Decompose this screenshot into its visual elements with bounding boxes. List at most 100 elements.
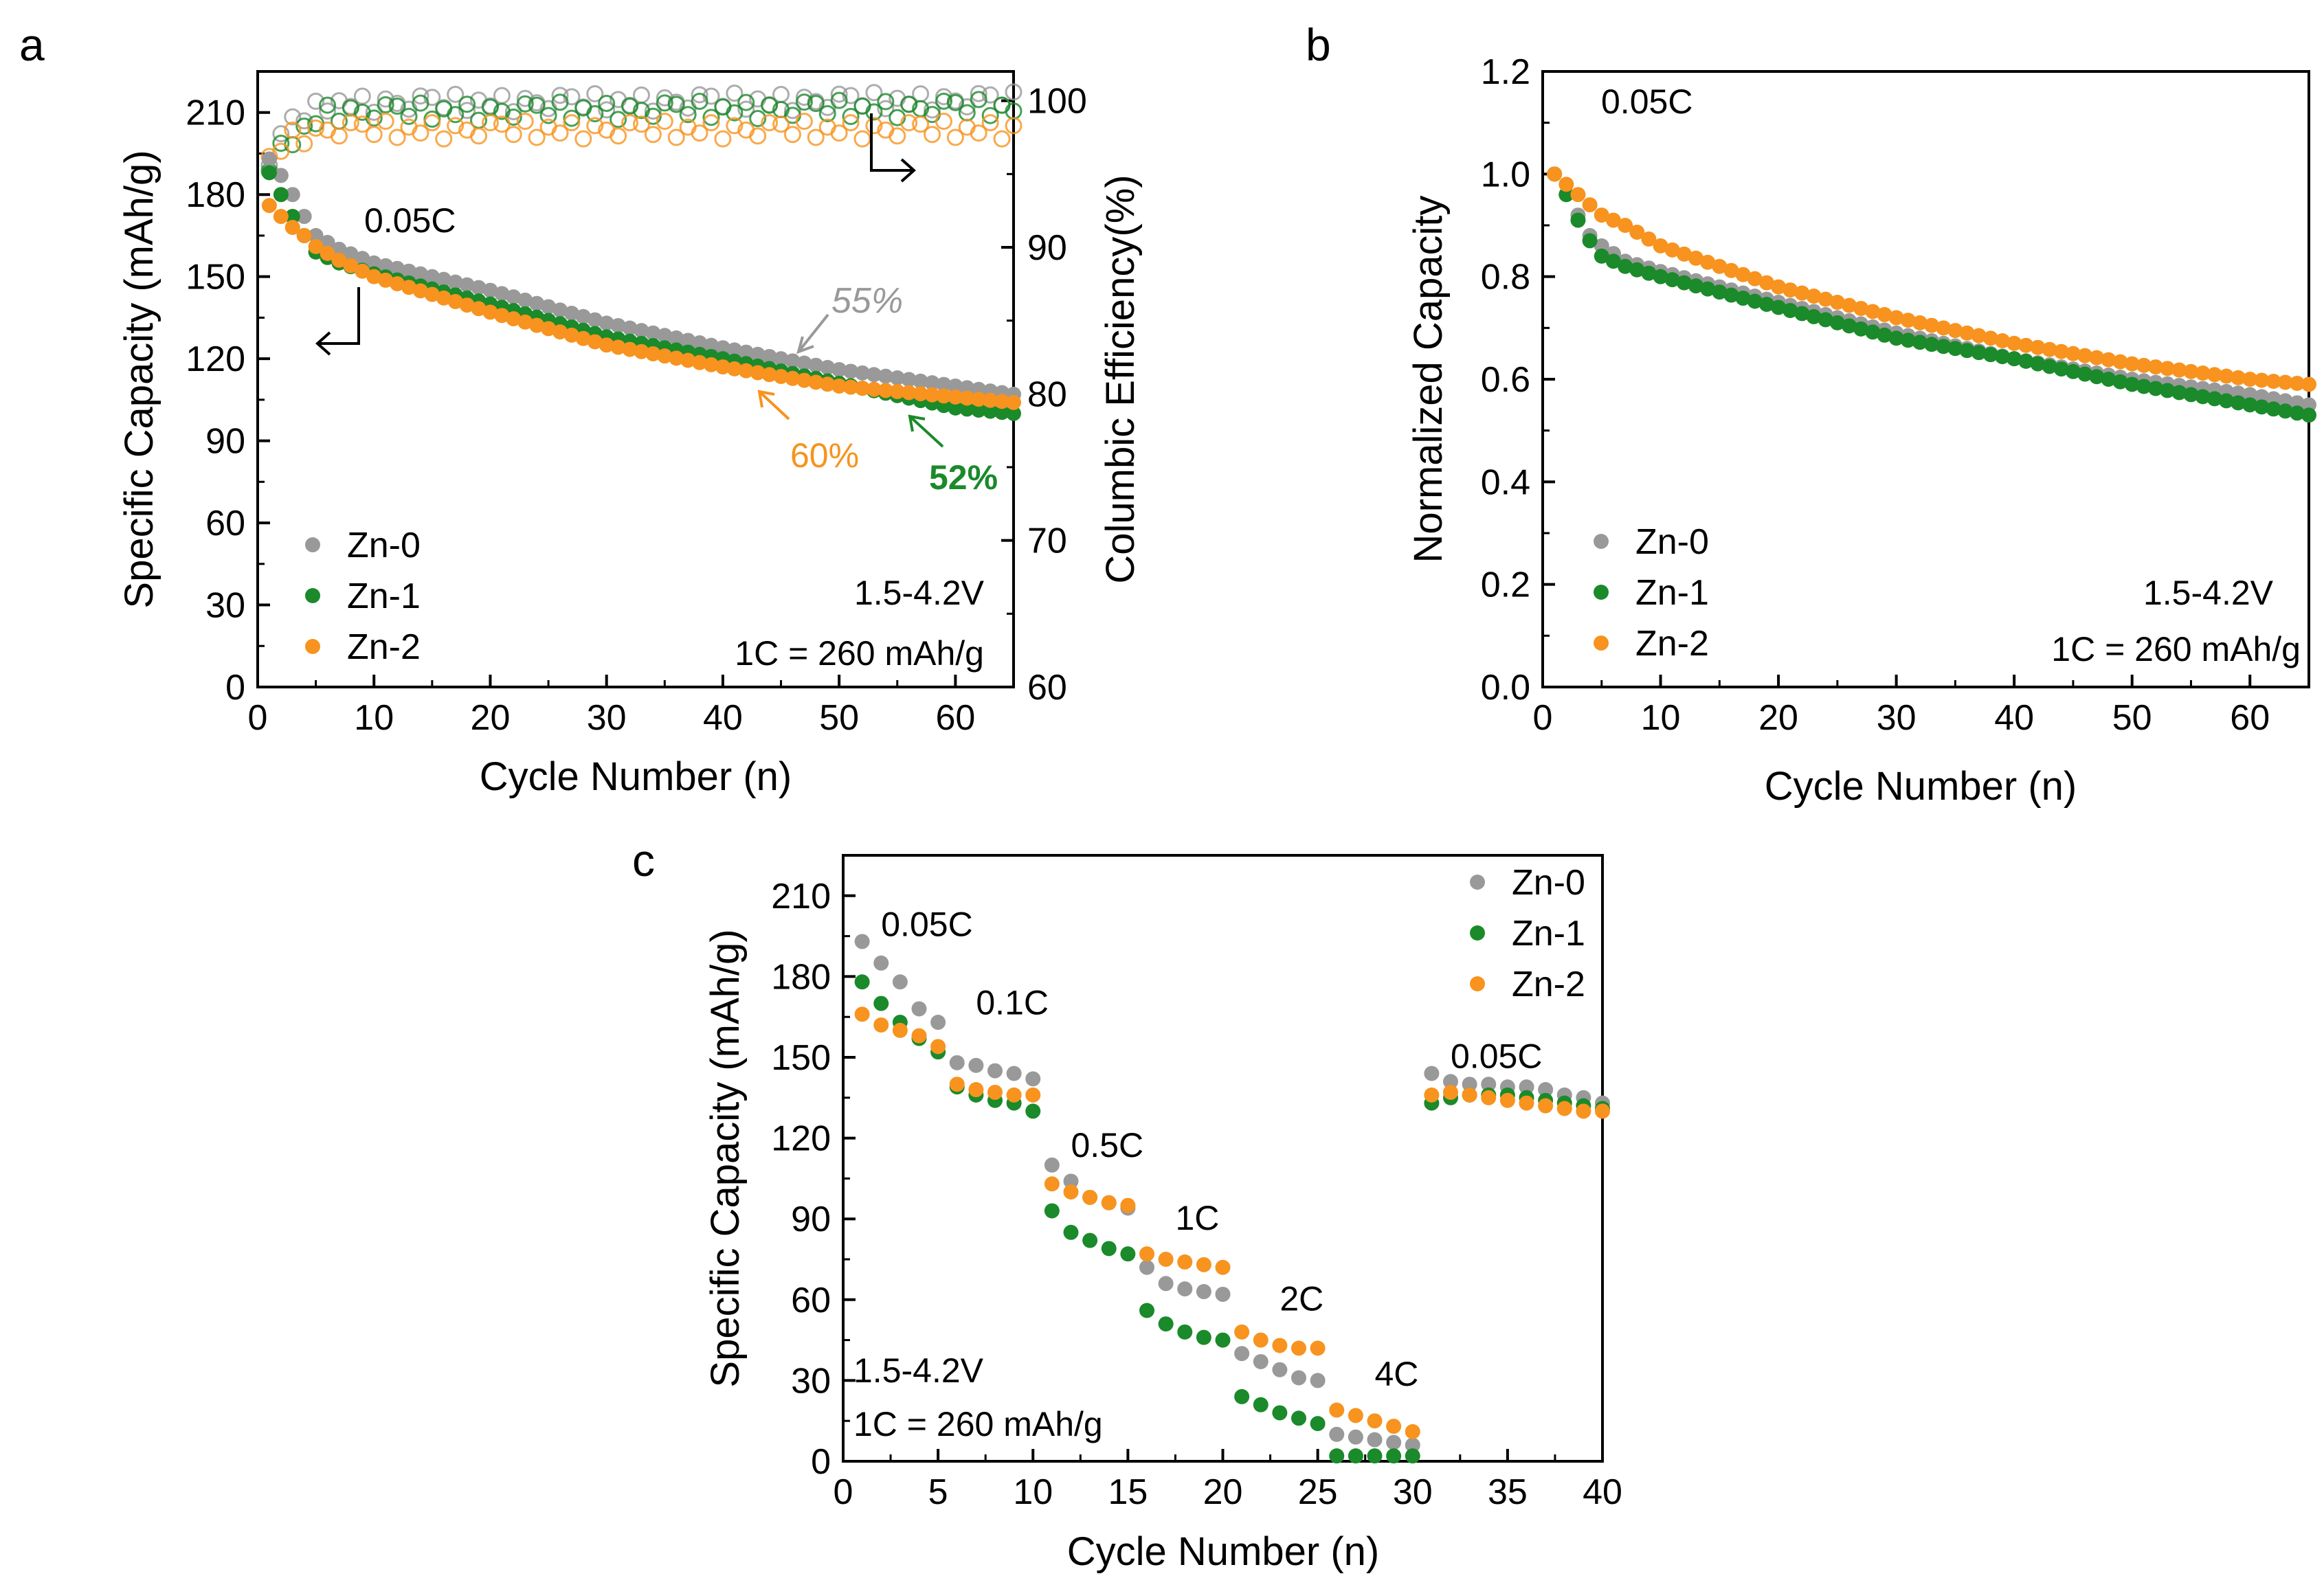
normalized-point	[2266, 373, 2281, 389]
rate-point	[1082, 1233, 1098, 1248]
efficiency-point	[737, 93, 755, 111]
capacity-point	[1006, 394, 1021, 410]
capacity-point	[541, 321, 557, 337]
y2-tick-label: 100	[1027, 82, 1087, 122]
normalized-point	[1865, 304, 1881, 319]
efficiency-point	[458, 102, 476, 120]
capacity-point	[390, 276, 405, 292]
efficiency-point	[493, 115, 511, 133]
normalized-point	[1806, 308, 1822, 324]
efficiency-point	[447, 85, 465, 103]
efficiency-point	[970, 85, 987, 102]
capacity-point	[424, 269, 440, 284]
rate-point	[1158, 1252, 1174, 1267]
efficiency-point	[598, 94, 616, 112]
normalized-point	[1947, 341, 1963, 357]
rate-point	[1348, 1429, 1363, 1445]
efficiency-point	[795, 113, 813, 131]
normalized-point	[1618, 258, 1633, 274]
rate-label: 0.05C	[881, 905, 972, 944]
efficiency-point	[493, 87, 511, 104]
efficiency-point	[412, 87, 429, 105]
efficiency-point	[610, 111, 627, 128]
normalized-point	[1664, 242, 1680, 258]
normalized-point	[2101, 352, 2116, 368]
capacity-point	[447, 293, 463, 309]
normalized-point	[2218, 393, 2234, 409]
rate-point	[854, 934, 870, 949]
rate-point	[1272, 1405, 1288, 1421]
legend-label: Zn-2	[347, 627, 421, 667]
efficiency-point	[667, 128, 685, 146]
panel-b-xlabel: Cycle Number (n)	[1765, 764, 2077, 809]
rate-point	[1291, 1340, 1306, 1356]
normalized-point	[1995, 349, 2010, 365]
normalized-point	[1888, 310, 1904, 326]
panel-a-legend: Zn-0 Zn-1 Zn-2	[305, 526, 421, 667]
rate-point	[1196, 1284, 1211, 1300]
efficiency-point	[621, 98, 639, 115]
rate-point	[1405, 1448, 1420, 1464]
capacity-point	[866, 367, 882, 383]
legend-marker-zn-1	[305, 588, 320, 603]
efficiency-point	[504, 103, 522, 121]
normalized-point	[1924, 317, 1940, 333]
capacity-point	[657, 348, 673, 364]
y-tick-label: 1.2	[1481, 52, 1530, 92]
capacity-point	[261, 165, 277, 181]
efficiency-point	[551, 87, 569, 104]
efficiency-point	[621, 114, 639, 132]
legend-marker-zn-2	[1470, 976, 1485, 991]
efficiency-point	[539, 118, 557, 136]
normalized-point	[2148, 381, 2163, 396]
capacity-point	[750, 346, 766, 362]
rate-point	[1158, 1316, 1174, 1332]
efficiency-point	[504, 126, 522, 144]
panel-c: c 0 5 10 15 20 25 30 35 40 0 30 60 90 120 150 180 210 0…	[632, 835, 1622, 1574]
panel-a-rate-note: 0.05C	[364, 201, 456, 240]
rate-point	[873, 955, 889, 971]
capacity-point	[855, 381, 870, 396]
capacity-point	[320, 234, 335, 250]
capacity-point	[761, 348, 777, 364]
capacity-point	[773, 351, 789, 367]
capacity-point	[459, 277, 475, 293]
panel-a-efficiency-series	[260, 83, 1023, 180]
panel-a-capacity-series	[261, 151, 1021, 421]
capacity-point	[436, 271, 451, 287]
rate-point	[1291, 1410, 1306, 1426]
rate-point	[854, 1006, 870, 1022]
rate-point	[987, 1084, 1003, 1100]
efficiency-point	[935, 92, 952, 110]
normalized-point	[1758, 275, 1774, 291]
capacity-point	[761, 367, 777, 383]
efficiency-point	[353, 87, 371, 105]
normalized-point	[1900, 313, 1916, 328]
efficiency-point	[830, 85, 848, 103]
svg-text:60%: 60%	[790, 436, 859, 475]
normalized-point	[2136, 357, 2152, 373]
efficiency-point	[842, 87, 860, 104]
normalized-point	[1570, 212, 1586, 228]
efficiency-point	[551, 93, 569, 111]
capacity-point	[889, 370, 905, 386]
capacity-point	[750, 365, 766, 381]
capacity-point	[296, 209, 312, 225]
normalized-point	[1853, 300, 1869, 316]
rate-point	[1253, 1332, 1269, 1348]
capacity-point	[948, 389, 963, 405]
rate-point	[1462, 1077, 1477, 1092]
efficiency-point	[970, 124, 987, 142]
capacity-point	[401, 263, 416, 279]
capacity-point	[843, 363, 859, 379]
efficiency-point	[470, 127, 488, 145]
efficiency-point	[865, 117, 883, 135]
rate-point	[1063, 1173, 1079, 1189]
efficiency-point	[924, 101, 941, 119]
y-tick-label: 30	[205, 586, 245, 626]
rate-point	[1177, 1324, 1193, 1340]
rate-point	[949, 1077, 965, 1092]
capacity-point	[517, 314, 533, 330]
normalized-point	[1971, 328, 1987, 344]
rate-point	[1025, 1071, 1041, 1087]
